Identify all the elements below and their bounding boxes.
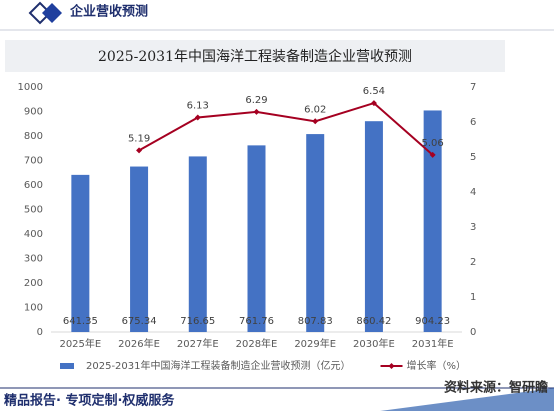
y-tick-label: 700 xyxy=(24,156,43,167)
bar xyxy=(130,166,149,332)
footer-wedge xyxy=(380,388,554,411)
header-title: 企业营收预测 xyxy=(69,4,148,20)
y2-tick-label: 2 xyxy=(470,257,476,268)
legend-label: 增长率（%） xyxy=(407,359,467,372)
y-tick-label: 1000 xyxy=(18,82,43,93)
line-value-label: 6.02 xyxy=(304,104,326,115)
line-value-label: 5.19 xyxy=(128,133,150,144)
header-band xyxy=(0,0,554,30)
y-tick-label: 900 xyxy=(24,107,43,118)
line-marker xyxy=(370,100,377,107)
line-value-label: 6.54 xyxy=(363,86,385,97)
x-tick-label: 2031年E xyxy=(412,337,454,350)
line-marker xyxy=(253,108,260,115)
bar-value-label: 675.34 xyxy=(122,316,157,327)
y2-tick-label: 7 xyxy=(470,82,476,93)
bar-value-label: 641.35 xyxy=(63,316,98,327)
x-tick-label: 2025年E xyxy=(59,337,101,350)
line-marker xyxy=(136,147,143,154)
y2-tick-label: 4 xyxy=(470,187,476,198)
y-tick-label: 0 xyxy=(37,327,43,338)
bar-value-label: 716.65 xyxy=(180,316,215,327)
line-value-label: 6.13 xyxy=(187,100,209,111)
bar xyxy=(364,121,383,332)
growth-line xyxy=(138,101,434,156)
x-tick-label: 2026年E xyxy=(118,337,160,350)
y-tick-label: 200 xyxy=(24,278,43,289)
line-value-label: 6.29 xyxy=(245,95,267,106)
y-tick-label: 100 xyxy=(24,303,43,314)
bar xyxy=(247,145,266,332)
line-marker xyxy=(312,118,319,125)
bar-value-label: 807.83 xyxy=(298,316,333,327)
footer-source: 资料来源：智研瞻 xyxy=(444,380,548,396)
legend-swatch xyxy=(60,363,74,369)
y-tick-label: 800 xyxy=(24,131,43,142)
bar-value-label: 761.76 xyxy=(239,316,274,327)
footer-tagline: 精品报告· 专项定制·权威服务 xyxy=(4,393,175,409)
bar xyxy=(306,134,325,332)
title-box xyxy=(5,40,505,72)
line-value-label: 5.06 xyxy=(422,138,444,149)
legend-swatch xyxy=(388,363,395,369)
y2-tick-label: 0 xyxy=(470,327,476,338)
legend-label: 2025-2031年中国海洋工程装备制造企业营收预测（亿元） xyxy=(86,359,351,372)
y2-tick-label: 3 xyxy=(470,222,476,233)
y-tick-label: 600 xyxy=(24,180,43,191)
chart-title: 2025-2031年中国海洋工程装备制造企业营收预测 xyxy=(98,48,412,65)
x-tick-label: 2028年E xyxy=(236,337,278,350)
header-icon xyxy=(42,3,62,23)
y-tick-label: 400 xyxy=(24,229,43,240)
y2-tick-label: 1 xyxy=(470,292,476,303)
x-tick-label: 2027年E xyxy=(177,337,219,350)
x-tick-label: 2029年E xyxy=(294,337,336,350)
line-marker xyxy=(194,114,201,121)
bar xyxy=(423,110,442,332)
bar xyxy=(71,174,90,332)
y2-tick-label: 5 xyxy=(470,152,476,163)
y2-tick-label: 6 xyxy=(470,117,476,128)
line-marker xyxy=(429,151,436,158)
y-tick-label: 500 xyxy=(24,205,43,216)
bar xyxy=(188,156,207,332)
bar-value-label: 904.23 xyxy=(415,316,450,327)
y-tick-label: 300 xyxy=(24,254,43,265)
bar-value-label: 860.42 xyxy=(356,316,391,327)
x-tick-label: 2030年E xyxy=(353,337,395,350)
